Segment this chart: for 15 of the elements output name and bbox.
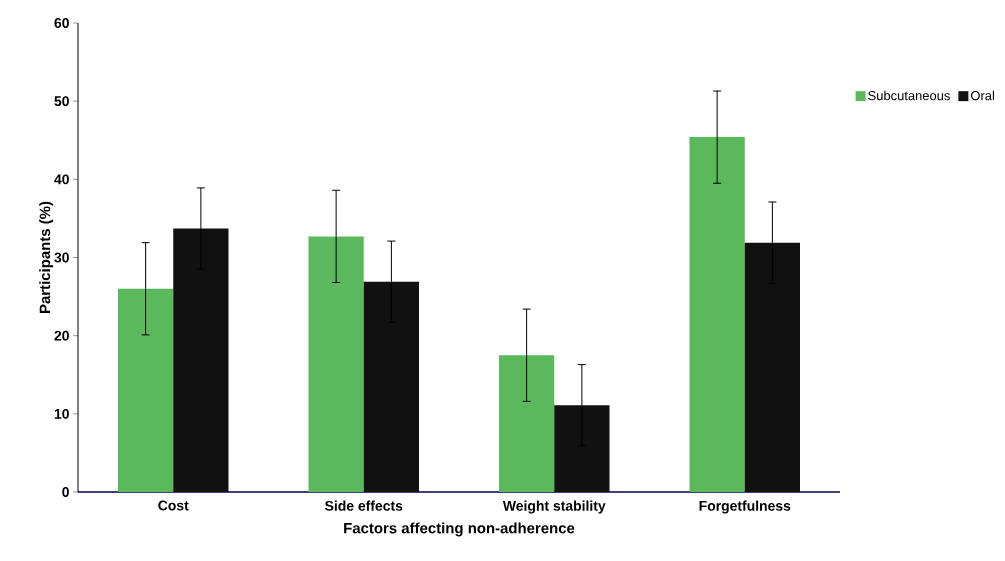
x-tick-label: Cost (158, 500, 189, 511)
y-tick-label: 40 (54, 174, 69, 185)
x-tick-label: Side effects (325, 500, 403, 511)
y-tick-label: 50 (54, 96, 69, 107)
legend-label: Oral (970, 90, 994, 101)
y-axis-title: Participants (%) (39, 201, 54, 313)
x-tick-label: Forgetfulness (699, 500, 791, 514)
y-tick-label: 0 (62, 487, 69, 497)
x-tick-label: Weight stability (502, 500, 606, 514)
y-tick-label: 30 (54, 252, 69, 263)
y-tick-label: 10 (54, 408, 69, 419)
y-tick-label: 20 (54, 330, 69, 341)
x-axis-title: Factors affecting non-adherence (344, 522, 575, 537)
legend-label: Subcutaneous (868, 90, 950, 101)
y-tick-label: 60 (54, 18, 69, 28)
